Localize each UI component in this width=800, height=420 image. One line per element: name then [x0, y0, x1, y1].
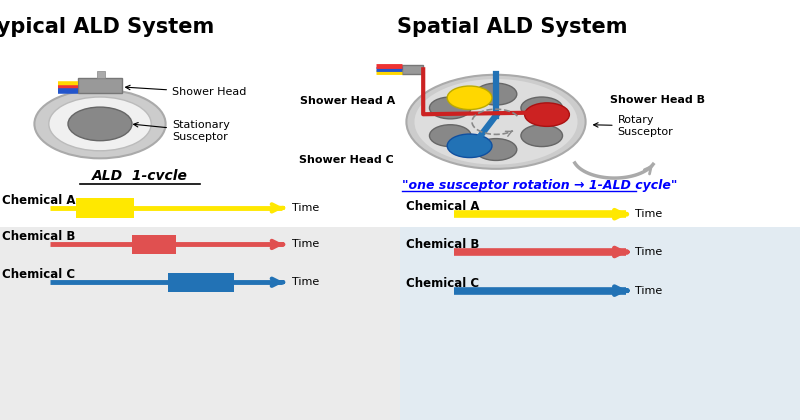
Text: Chemical A: Chemical A [2, 194, 76, 207]
Text: Chemical B: Chemical B [406, 238, 479, 251]
Text: Typical ALD System: Typical ALD System [0, 17, 214, 37]
Circle shape [430, 97, 471, 119]
Text: Chemical A: Chemical A [406, 200, 479, 213]
Bar [400, 227, 800, 420]
Text: Shower Head: Shower Head [126, 85, 246, 97]
Bar [97, 71, 105, 78]
Text: Time: Time [635, 286, 662, 296]
Circle shape [447, 86, 492, 110]
Text: Chemical B: Chemical B [2, 231, 76, 243]
Text: ALD  1-cvcle: ALD 1-cvcle [92, 169, 188, 184]
Text: Stationary
Susceptor: Stationary Susceptor [134, 120, 230, 142]
Text: Shower Head B: Shower Head B [610, 95, 705, 105]
Text: "one susceptor rotation → 1-ALD cycle": "one susceptor rotation → 1-ALD cycle" [402, 179, 678, 192]
Circle shape [406, 75, 586, 169]
Bar [76, 198, 134, 218]
Bar [132, 235, 176, 254]
Text: Time: Time [292, 277, 319, 287]
Circle shape [475, 83, 517, 105]
Bar [402, 65, 423, 73]
Circle shape [430, 125, 471, 147]
Circle shape [414, 79, 578, 165]
Text: Chemical C: Chemical C [406, 277, 478, 289]
Bar [0, 227, 400, 420]
Circle shape [521, 97, 562, 119]
Text: Chemical C: Chemical C [2, 268, 75, 281]
Circle shape [49, 97, 151, 151]
Circle shape [68, 107, 132, 141]
Text: Shower Head A: Shower Head A [300, 96, 395, 106]
Text: Time: Time [292, 239, 319, 249]
Circle shape [475, 139, 517, 160]
Text: Time: Time [292, 203, 319, 213]
Bar [168, 273, 234, 292]
Circle shape [521, 125, 562, 147]
Circle shape [447, 134, 492, 158]
Bar [78, 78, 122, 93]
Text: Rotary
Susceptor: Rotary Susceptor [594, 115, 674, 137]
Text: Shower Head C: Shower Head C [299, 155, 394, 165]
Circle shape [34, 89, 166, 158]
Text: Time: Time [635, 209, 662, 219]
Text: Spatial ALD System: Spatial ALD System [397, 17, 627, 37]
Text: Time: Time [635, 247, 662, 257]
Circle shape [525, 103, 570, 126]
